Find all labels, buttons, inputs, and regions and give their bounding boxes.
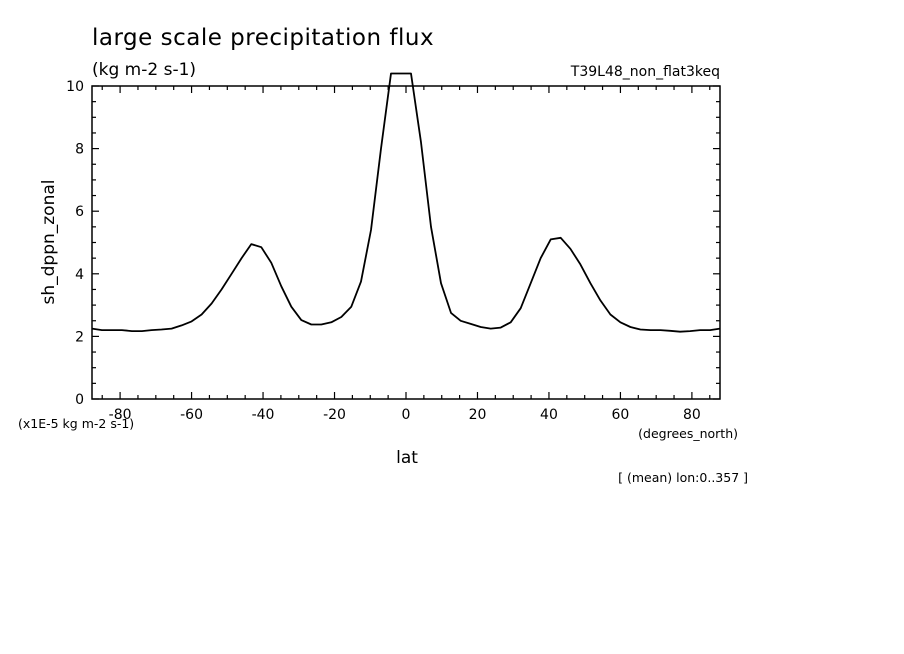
tick-labels: -80 -60 -40 -20 0 20 40 60 80 0 2 4 6 8 10 — [66, 79, 701, 423]
x-axis-units: (degrees_north) — [638, 426, 738, 441]
x-axis-label: lat — [396, 448, 418, 468]
x-tick-label: 20 — [469, 407, 487, 423]
x-tick-label: -40 — [252, 407, 275, 423]
y-tick-label: 8 — [75, 142, 84, 158]
series-line — [91, 72, 721, 333]
y-tick-label: 4 — [75, 267, 84, 283]
dataset-label: T39L48_non_flat3keq — [570, 64, 720, 80]
x-tick-label: 80 — [683, 407, 701, 423]
x-tick-label: -60 — [180, 407, 203, 423]
chart-title: large scale precipitation flux — [92, 25, 434, 51]
y-axis-label: sh_dppn_zonal — [39, 179, 59, 304]
x-tick-label: 60 — [612, 407, 630, 423]
x-tick-label: -20 — [323, 407, 346, 423]
series-group — [91, 72, 721, 333]
y-tick-label: 0 — [75, 392, 84, 408]
y-tick-label: 2 — [75, 329, 84, 345]
chart-subtitle-units: (kg m-2 s-1) — [92, 60, 196, 80]
y-tick-label: 10 — [66, 79, 84, 95]
y-scale-note: (x1E-5 kg m-2 s-1) — [18, 416, 134, 431]
x-tick-label: 0 — [402, 407, 411, 423]
footnote: [ (mean) lon:0..357 ] — [618, 470, 748, 485]
x-tick-label: 40 — [540, 407, 558, 423]
y-tick-label: 6 — [75, 204, 84, 220]
x-tick-label: -80 — [109, 407, 132, 423]
plot-frame — [91, 85, 721, 400]
